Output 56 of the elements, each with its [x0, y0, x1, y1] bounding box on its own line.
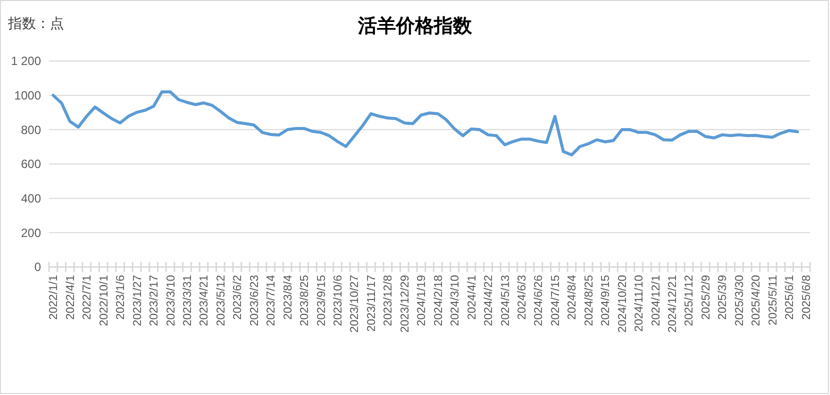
x-tick-label: 2024/7/15 — [550, 275, 562, 326]
x-tick-label: 2025/6/1 — [784, 275, 796, 320]
x-tick-label: 2024/11/10 — [634, 275, 646, 332]
x-tick-label: 2024/10/20 — [616, 275, 629, 333]
x-tick-label: 2024/8/25 — [583, 275, 596, 326]
x-tick-label: 2023/8/4 — [282, 274, 294, 320]
x-tick-label: 2023/7/14 — [266, 274, 278, 326]
x-tick-label: 2023/5/12 — [215, 275, 228, 326]
x-tick-label: 2023/9/15 — [316, 275, 328, 326]
x-tick-label: 2023/10/6 — [332, 275, 345, 326]
line-series — [52, 90, 799, 156]
y-tick-label: 1000 — [14, 88, 42, 103]
x-tick-label: 2025/5/11 — [767, 275, 780, 326]
x-tick-label: 2023/3/10 — [165, 275, 178, 326]
x-tick-label: 2024/8/4 — [566, 274, 579, 320]
x-tick-label: 2024/6/26 — [533, 275, 546, 326]
x-tick-label: 2024/5/13 — [500, 275, 512, 326]
x-tick-label: 2025/4/20 — [750, 275, 763, 326]
x-tick-label: 2023/3/31 — [182, 275, 194, 326]
x-tick-label: 2022/1/1 — [48, 275, 60, 320]
y-tick-label: 0 — [34, 260, 42, 274]
x-tick-label: 2025/3/30 — [734, 275, 746, 326]
y-tick-label: 400 — [20, 192, 42, 206]
x-tick-label: 2022/10/1 — [98, 275, 110, 326]
chart-title: 活羊价格指数 — [357, 15, 473, 37]
x-tick-label: 2022/7/1 — [82, 275, 94, 320]
y-tick-label: 600 — [20, 157, 42, 172]
x-tick-label: 2024/9/15 — [600, 275, 612, 326]
x-tick-label: 2025/3/9 — [717, 275, 730, 320]
x-tick-label: 2024/12/1 — [650, 275, 662, 326]
y-axis-title: 指数：点 — [7, 15, 64, 31]
x-tick-label: 2023/12/29 — [399, 275, 412, 333]
x-tick-label: 2025/1/12 — [684, 275, 696, 326]
x-tick-label: 2023/1/27 — [132, 275, 144, 326]
x-tick-label: 2024/3/10 — [450, 275, 462, 326]
x-tick-label: 2023/1/6 — [115, 275, 128, 320]
x-tick-label: 2022/4/1 — [64, 275, 77, 320]
y-tick-label: 1 200 — [10, 54, 42, 68]
x-tick-label: 2024/2/18 — [432, 275, 445, 326]
x-tick-label: 2024/12/21 — [667, 275, 680, 333]
x-tick-label: 2023/12/8 — [382, 275, 395, 326]
y-tick-label: 200 — [20, 226, 42, 240]
x-tick-label: 2025/6/8 — [800, 275, 813, 320]
x-tick-label: 2024/1/19 — [416, 275, 428, 326]
x-tick-label: 2023/4/21 — [198, 275, 211, 326]
x-tick-label: 2023/8/25 — [299, 275, 312, 326]
x-tick-label: 2024/4/22 — [483, 275, 496, 326]
x-tick-label: 2025/2/9 — [700, 275, 712, 320]
x-tick-label: 2023/10/27 — [349, 275, 362, 333]
x-tick-label: 2023/6/23 — [248, 275, 261, 326]
y-tick-label: 800 — [20, 122, 42, 137]
x-tick-label: 2023/2/17 — [148, 275, 161, 326]
x-tick-label: 2024/4/1 — [466, 275, 478, 320]
x-tick-label: 2023/11/17 — [366, 275, 378, 332]
x-tick-label: 2024/6/3 — [516, 275, 528, 320]
x-tick-label: 2023/6/2 — [232, 275, 244, 320]
